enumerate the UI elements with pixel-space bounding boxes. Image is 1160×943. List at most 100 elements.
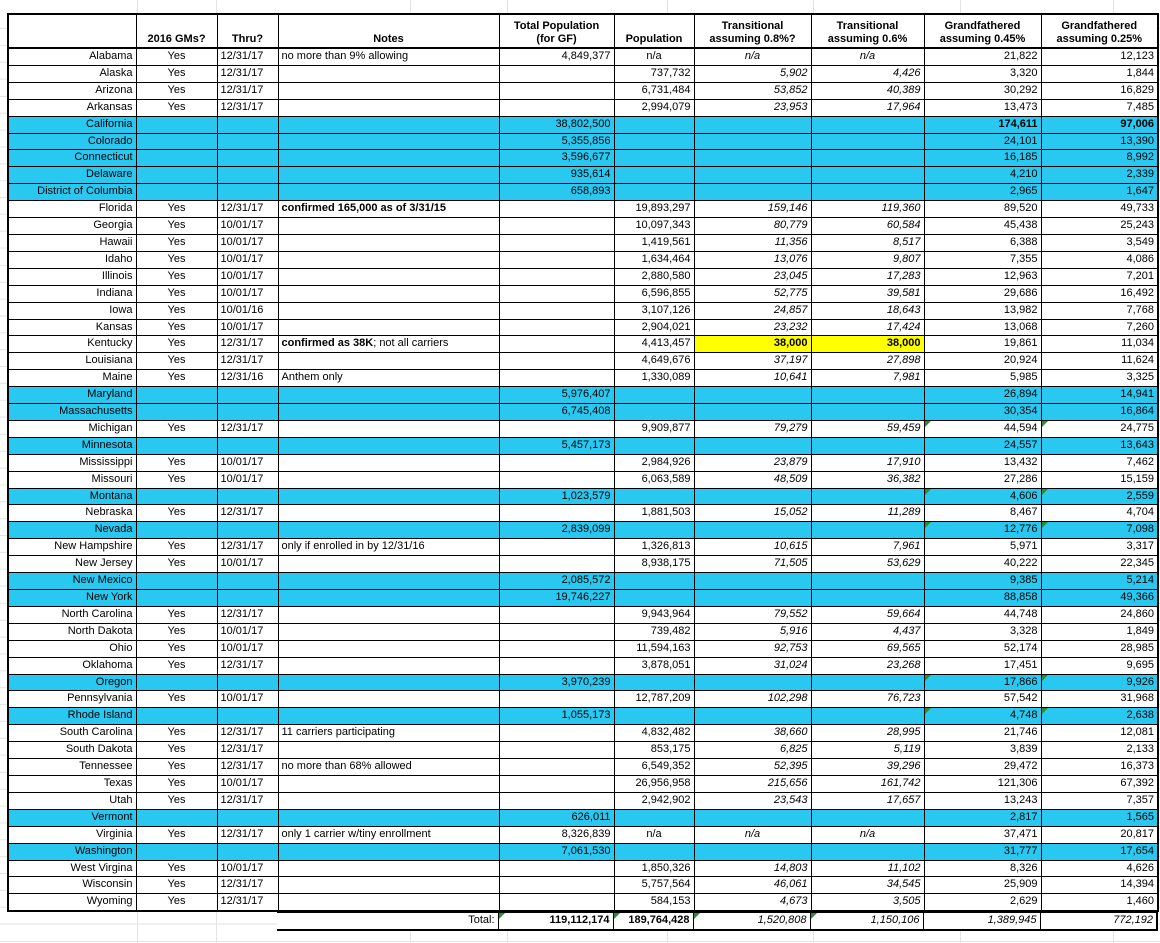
cell-notes[interactable] (277, 284, 500, 303)
cell-notes[interactable] (277, 470, 500, 489)
cell-grandfathered-gf025[interactable]: 2,133 (1040, 741, 1159, 760)
cell-population[interactable]: 1,881,503 (613, 504, 695, 523)
cell-notes[interactable]: 11 carriers participating (277, 724, 500, 743)
cell-transitional-t08[interactable] (693, 436, 812, 455)
cell-notes[interactable] (277, 453, 500, 472)
cell-thru[interactable]: 12/31/17 (216, 538, 279, 557)
cell-population[interactable]: 9,943,964 (613, 605, 695, 624)
cell-transitional-t06[interactable]: 17,964 (810, 98, 925, 117)
cell-notes[interactable]: only if enrolled in by 12/31/16 (277, 538, 500, 557)
cell-gms[interactable]: Yes (135, 81, 218, 100)
cell-population[interactable]: 2,942,902 (613, 791, 695, 810)
cell-transitional-t08[interactable]: 102,298 (693, 690, 812, 709)
cell-transitional-t08[interactable]: 31,024 (693, 656, 812, 675)
cell-grandfathered-gf025[interactable]: 11,624 (1040, 352, 1159, 371)
cell-transitional-t08[interactable]: n/a (693, 825, 812, 844)
cell-population[interactable]: n/a (613, 825, 695, 844)
cell-grandfathered-gf025[interactable]: 17,654 (1040, 842, 1159, 861)
cell-state[interactable]: Washington (7, 842, 137, 861)
cell-notes[interactable] (277, 521, 500, 540)
cell-transitional-t08[interactable]: 37,197 (693, 352, 812, 371)
cell-grandfathered-gf045[interactable]: 4,210 (923, 166, 1042, 185)
cell-notes[interactable] (277, 267, 500, 286)
cell-state[interactable]: West Virgina (7, 859, 137, 878)
cell-transitional-t08[interactable] (693, 403, 812, 421)
cell-population[interactable] (613, 487, 695, 506)
cell-grandfathered-gf025[interactable]: 20,817 (1040, 825, 1159, 844)
cell-state[interactable]: Hawaii (7, 233, 137, 252)
cell-gms[interactable]: Yes (135, 318, 218, 337)
cell-population[interactable] (613, 673, 695, 692)
cell-transitional-t08[interactable]: 23,953 (693, 98, 812, 117)
cell-total-population[interactable]: 3,596,677 (498, 149, 615, 168)
cell-state[interactable]: Colorado (7, 132, 137, 151)
cell-thru[interactable]: 10/01/16 (216, 301, 279, 320)
cell-notes[interactable] (277, 791, 500, 810)
cell-grandfathered-gf025[interactable]: 49,733 (1040, 200, 1159, 219)
total-grandfathered-gf025[interactable]: 772,192 (1039, 912, 1158, 931)
cell-grandfathered-gf045[interactable]: 19,861 (923, 335, 1042, 354)
cell-grandfathered-gf025[interactable]: 2,339 (1040, 166, 1159, 185)
cell-grandfathered-gf045[interactable]: 3,328 (923, 622, 1042, 641)
cell-grandfathered-gf045[interactable]: 13,982 (923, 301, 1042, 320)
cell-state[interactable]: Massachusetts (7, 403, 137, 421)
cell-thru[interactable]: 10/01/17 (216, 318, 279, 337)
cell-state[interactable]: Montana (7, 487, 137, 506)
cell-gms[interactable]: Yes (135, 555, 218, 574)
cell-transitional-t06[interactable]: 59,459 (810, 419, 925, 438)
cell-total-population[interactable] (498, 791, 615, 810)
cell-transitional-t06[interactable] (810, 166, 925, 185)
cell-total-population[interactable]: 3,970,239 (498, 673, 615, 692)
cell-transitional-t06[interactable]: 76,723 (810, 690, 925, 709)
cell-total-population[interactable] (498, 352, 615, 371)
cell-gms[interactable] (135, 403, 218, 421)
cell-total-population[interactable] (498, 369, 615, 388)
cell-grandfathered-gf045[interactable]: 31,777 (923, 842, 1042, 861)
cell-grandfathered-gf045[interactable]: 88,858 (923, 589, 1042, 607)
cell-transitional-t08[interactable] (693, 487, 812, 506)
cell-thru[interactable]: 12/31/17 (216, 893, 279, 912)
cell-grandfathered-gf045[interactable]: 17,866 (923, 673, 1042, 692)
cell-thru[interactable] (216, 403, 279, 421)
cell-transitional-t06[interactable] (810, 808, 925, 827)
cell-state[interactable]: North Dakota (7, 622, 137, 641)
cell-total-population[interactable] (498, 318, 615, 337)
cell-notes[interactable] (277, 419, 500, 438)
cell-gms[interactable] (135, 521, 218, 540)
cell-grandfathered-gf045[interactable]: 16,185 (923, 149, 1042, 168)
cell-total-population[interactable] (498, 859, 615, 878)
cell-transitional-t06[interactable] (810, 386, 925, 405)
cell-transitional-t08[interactable]: 79,552 (693, 605, 812, 624)
cell-population[interactable]: 6,731,484 (613, 81, 695, 100)
cell-grandfathered-gf045[interactable]: 30,292 (923, 81, 1042, 100)
cell-gms[interactable]: Yes (135, 301, 218, 320)
cell-grandfathered-gf045[interactable]: 26,894 (923, 386, 1042, 405)
cell-population[interactable] (613, 808, 695, 827)
cell-total-population[interactable] (498, 622, 615, 641)
cell-population[interactable] (613, 115, 695, 134)
cell-grandfathered-gf025[interactable]: 4,626 (1040, 859, 1159, 878)
cell-state[interactable]: Kentucky (7, 335, 137, 354)
cell-grandfathered-gf025[interactable]: 3,325 (1040, 369, 1159, 388)
cell-thru[interactable]: 12/31/17 (216, 419, 279, 438)
cell-thru[interactable] (216, 115, 279, 134)
cell-transitional-t06[interactable] (810, 487, 925, 506)
cell-population[interactable]: 2,880,580 (613, 267, 695, 286)
column-header-t06[interactable]: Transitional assuming 0.6% (810, 13, 925, 49)
cell-notes[interactable]: confirmed as 38K; not all carriers (277, 335, 500, 354)
cell-grandfathered-gf045[interactable]: 12,963 (923, 267, 1042, 286)
cell-thru[interactable]: 10/01/17 (216, 233, 279, 252)
cell-gms[interactable]: Yes (135, 64, 218, 83)
cell-thru[interactable]: 10/01/17 (216, 774, 279, 793)
cell-thru[interactable]: 12/31/17 (216, 605, 279, 624)
cell-grandfathered-gf045[interactable]: 4,606 (923, 487, 1042, 506)
cell-transitional-t06[interactable] (810, 707, 925, 726)
cell-total-population[interactable] (498, 690, 615, 709)
cell-gms[interactable]: Yes (135, 200, 218, 219)
cell-transitional-t08[interactable]: 53,852 (693, 81, 812, 100)
cell-notes[interactable] (277, 504, 500, 523)
cell-state[interactable]: Tennessee (7, 758, 137, 776)
cell-transitional-t08[interactable]: 23,232 (693, 318, 812, 337)
cell-thru[interactable] (216, 572, 279, 590)
cell-grandfathered-gf025[interactable]: 7,485 (1040, 98, 1159, 117)
